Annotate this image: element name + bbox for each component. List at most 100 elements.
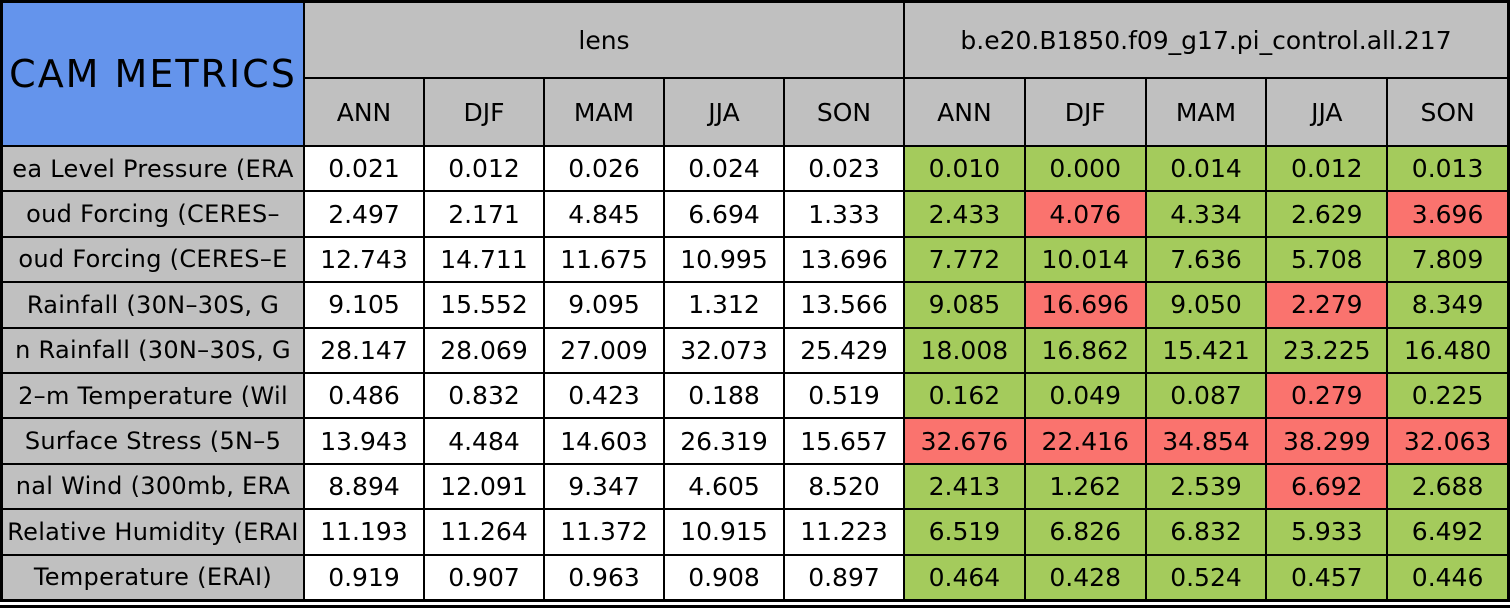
table-title: CAM METRICS [3,3,303,145]
row-label: Relative Humidity (ERAI [3,510,303,554]
metric-cell: 11.264 [425,510,543,554]
metric-cell: 27.009 [545,328,663,372]
metric-cell: 0.486 [305,374,423,418]
metric-cell: 0.012 [425,147,543,191]
row-label: Surface Stress (5N–5 [3,419,303,463]
metric-cell: 28.147 [305,328,423,372]
metric-cell: 10.014 [1025,237,1145,282]
row-label: Rainfall (30N–30S, G [3,283,303,327]
metric-cell: 0.162 [905,374,1024,418]
metric-cell: 9.105 [305,283,423,327]
metric-cell: 0.907 [425,555,543,599]
metric-cell: 0.023 [785,147,903,191]
row-label: oud Forcing (CERES–E [3,237,303,282]
row-label: nal Wind (300mb, ERA [3,464,303,509]
metric-cell: 0.423 [545,374,663,418]
metric-cell: 0.457 [1267,555,1387,599]
metric-cell: 0.188 [665,374,783,418]
metric-cell: 0.049 [1025,374,1145,418]
metric-cell: 2.279 [1267,283,1387,327]
metric-cell: 14.711 [425,237,543,282]
column-group-lens: lens [305,3,903,77]
row-label: 2–m Temperature (Wil [3,374,303,418]
metric-cell: 9.050 [1146,283,1266,327]
metric-cell: 2.539 [1146,464,1266,509]
column-group-case: b.e20.B1850.f09_g17.pi_control.all.217 [905,3,1507,77]
season-header: MAM [1146,79,1266,145]
metric-cell: 6.519 [905,510,1024,554]
metric-cell: 4.334 [1146,192,1266,236]
metric-cell: 7.636 [1146,237,1266,282]
metric-cell: 1.312 [665,283,783,327]
metric-cell: 3.696 [1388,192,1507,236]
metric-cell: 4.076 [1025,192,1145,236]
row-label: ea Level Pressure (ERA [3,147,303,191]
metric-cell: 16.696 [1025,283,1145,327]
metric-cell: 6.692 [1267,464,1387,509]
metric-cell: 4.845 [545,192,663,236]
metric-cell: 0.519 [785,374,903,418]
season-header: SON [785,79,903,145]
metric-cell: 11.372 [545,510,663,554]
metric-cell: 10.915 [665,510,783,554]
metric-cell: 2.413 [905,464,1024,509]
metric-cell: 34.854 [1146,419,1266,463]
metric-cell: 2.629 [1267,192,1387,236]
season-header: JJA [1267,79,1387,145]
metric-cell: 22.416 [1025,419,1145,463]
season-header: ANN [305,79,423,145]
metric-cell: 38.299 [1267,419,1387,463]
row-label: n Rainfall (30N–30S, G [3,328,303,372]
metric-cell: 5.933 [1267,510,1387,554]
metric-cell: 6.492 [1388,510,1507,554]
metric-cell: 11.193 [305,510,423,554]
metric-cell: 0.024 [665,147,783,191]
bottom-rule [0,605,1510,608]
metric-cell: 13.943 [305,419,423,463]
metric-cell: 8.520 [785,464,903,509]
metric-cell: 12.743 [305,237,423,282]
metric-cell: 14.603 [545,419,663,463]
metric-cell: 16.862 [1025,328,1145,372]
metric-cell: 0.026 [545,147,663,191]
metric-cell: 28.069 [425,328,543,372]
metric-cell: 0.012 [1267,147,1387,191]
metric-cell: 2.688 [1388,464,1507,509]
metric-cell: 0.908 [665,555,783,599]
season-header: DJF [425,79,543,145]
row-label: Temperature (ERAI) [3,555,303,599]
metric-cell: 32.063 [1388,419,1507,463]
metric-cell: 0.010 [905,147,1024,191]
metric-cell: 32.676 [905,419,1024,463]
metric-cell: 0.087 [1146,374,1266,418]
metric-cell: 12.091 [425,464,543,509]
season-header: ANN [905,79,1024,145]
metric-cell: 5.708 [1267,237,1387,282]
metric-cell: 16.480 [1388,328,1507,372]
metric-cell: 7.772 [905,237,1024,282]
metric-cell: 15.421 [1146,328,1266,372]
metric-cell: 0.919 [305,555,423,599]
metric-cell: 15.657 [785,419,903,463]
metric-cell: 13.696 [785,237,903,282]
metric-cell: 0.013 [1388,147,1507,191]
metric-cell: 6.826 [1025,510,1145,554]
metric-cell: 13.566 [785,283,903,327]
metric-cell: 0.225 [1388,374,1507,418]
season-header: MAM [545,79,663,145]
metric-cell: 6.832 [1146,510,1266,554]
metric-cell: 11.223 [785,510,903,554]
metric-cell: 23.225 [1267,328,1387,372]
metric-cell: 26.319 [665,419,783,463]
metric-cell: 0.832 [425,374,543,418]
metric-cell: 10.995 [665,237,783,282]
metric-cell: 32.073 [665,328,783,372]
metric-cell: 2.171 [425,192,543,236]
metric-cell: 1.333 [785,192,903,236]
season-header: SON [1388,79,1507,145]
metric-cell: 7.809 [1388,237,1507,282]
metric-cell: 0.446 [1388,555,1507,599]
metric-cell: 0.464 [905,555,1024,599]
metric-cell: 0.963 [545,555,663,599]
